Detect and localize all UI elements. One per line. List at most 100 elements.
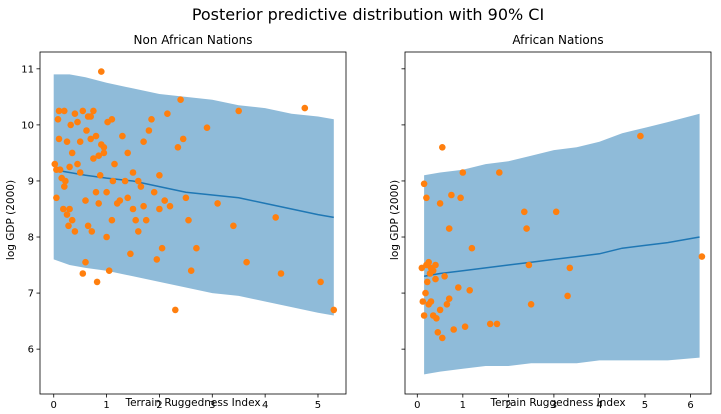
axes-frame <box>404 51 712 395</box>
data-point <box>67 121 74 129</box>
x-tick-label: 5 <box>315 400 321 411</box>
data-point <box>66 163 73 171</box>
data-point <box>145 127 153 134</box>
data-point <box>71 110 79 117</box>
data-point <box>65 222 72 230</box>
data-point <box>193 244 200 252</box>
data-point <box>424 278 431 286</box>
x-tick-label: 6 <box>687 400 693 411</box>
data-point <box>119 132 126 140</box>
data-point <box>84 222 92 230</box>
data-point <box>55 107 63 115</box>
panel-non-african-nations: Non African Nations 0 1 2 3 4 5 6 7 8 9 10 11 Terra… <box>5 33 347 411</box>
data-point <box>150 188 158 196</box>
data-point <box>552 208 560 216</box>
data-point <box>90 155 97 162</box>
mean-line <box>423 236 700 278</box>
data-point <box>156 172 163 179</box>
data-point <box>87 135 94 143</box>
data-point <box>432 275 439 283</box>
data-point <box>436 200 444 207</box>
data-point <box>445 295 453 303</box>
data-point <box>166 202 174 210</box>
data-point <box>109 177 117 185</box>
y-axis-label: log GDP (2000) <box>5 180 17 260</box>
data-point <box>243 258 250 266</box>
data-point <box>61 183 68 190</box>
data-point <box>436 306 444 314</box>
data-point <box>423 194 430 202</box>
x-tick-label: 0 <box>414 400 420 411</box>
data-point <box>493 320 501 328</box>
data-point <box>62 177 69 185</box>
data-point <box>98 68 105 75</box>
data-point <box>90 107 97 115</box>
data-point <box>179 135 187 143</box>
data-point <box>61 107 68 115</box>
y-tick-label: 11 <box>21 64 34 75</box>
data-point <box>185 216 192 224</box>
data-point <box>187 267 195 275</box>
data-point <box>68 216 76 224</box>
data-point <box>124 149 131 157</box>
data-point <box>441 273 448 280</box>
data-point <box>103 233 110 241</box>
data-point <box>457 194 464 202</box>
data-point <box>124 194 131 202</box>
data-point <box>103 188 110 196</box>
figure-suptitle: Posterior predictive distribution with 9… <box>192 5 544 24</box>
data-point <box>459 169 467 176</box>
data-point <box>121 177 129 185</box>
data-point <box>63 211 71 218</box>
data-point <box>525 261 533 269</box>
data-point <box>203 124 211 131</box>
data-point <box>71 228 79 235</box>
data-point <box>88 228 96 235</box>
data-point <box>111 160 118 168</box>
data-point <box>164 110 171 117</box>
data-point <box>486 320 494 328</box>
data-point <box>54 116 62 123</box>
data-point <box>455 284 462 291</box>
x-tick-label: 1 <box>103 400 109 411</box>
data-point <box>427 298 435 305</box>
x-axis-label: Terrain Ruggedness Index <box>124 397 260 409</box>
plot-area: 0 1 2 3 4 5 6 7 8 9 10 11 <box>21 51 347 411</box>
ci-band <box>424 113 700 375</box>
x-tick-label: 2 <box>505 400 511 411</box>
data-point <box>230 222 237 230</box>
data-point <box>161 197 168 204</box>
data-point <box>422 289 429 297</box>
y-tick-label: 9 <box>28 176 34 187</box>
data-point <box>135 228 142 235</box>
data-point <box>92 132 100 140</box>
data-point <box>79 270 87 277</box>
x-tick-label: 3 <box>551 400 557 411</box>
y-axis-label: log GDP (2000) <box>389 180 401 260</box>
x-tick-label: 4 <box>596 400 602 411</box>
x-tick-label: 0 <box>51 400 57 411</box>
panel-african-nations: African Nations 0 1 2 3 4 5 6 Terrain Ruggedne… <box>389 33 712 411</box>
data-point <box>330 306 338 314</box>
data-point <box>132 216 139 224</box>
data-point <box>521 208 528 216</box>
data-point <box>527 301 535 308</box>
data-point <box>277 270 285 277</box>
x-tick-label: 4 <box>262 400 268 411</box>
data-point <box>82 197 89 204</box>
data-point <box>564 292 571 300</box>
data-point <box>68 149 76 157</box>
y-tick-label: 6 <box>28 345 34 356</box>
data-point <box>439 144 446 151</box>
data-point <box>100 149 108 157</box>
data-point <box>100 144 108 151</box>
data-point <box>174 144 182 151</box>
data-point <box>55 135 63 143</box>
data-point <box>92 188 100 196</box>
data-point <box>63 138 71 145</box>
data-point <box>148 116 155 123</box>
data-point <box>51 160 59 168</box>
data-point <box>116 197 124 204</box>
data-point <box>523 225 530 232</box>
data-point <box>76 169 84 176</box>
